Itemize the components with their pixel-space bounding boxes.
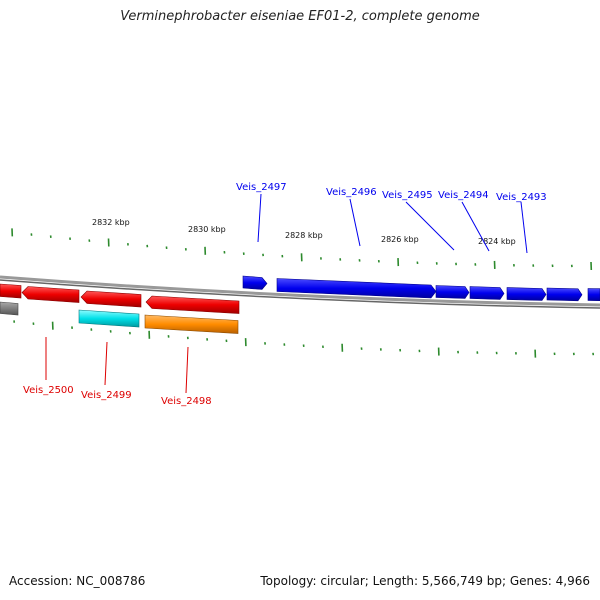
gene-label[interactable]: Veis_2493: [496, 192, 547, 203]
gene-label[interactable]: Veis_2499: [81, 390, 132, 401]
gene-arrow[interactable]: [80, 290, 142, 308]
tick-label: 2824 kbp: [478, 237, 516, 246]
forward-strand-genes: [242, 275, 600, 302]
reverse-gene-labels: Veis_2500 Veis_2499 Veis_2498: [23, 337, 212, 407]
gene-label[interactable]: Veis_2495: [382, 190, 433, 201]
gene-arrow[interactable]: [469, 286, 505, 300]
topology-text: Topology: circular; Length: 5,566,749 bp…: [260, 574, 590, 588]
accession-text: Accession: NC_008786: [9, 574, 146, 588]
reverse-strand-genes: [0, 283, 240, 314]
genome-backbone: [0, 275, 600, 309]
inner-tick-row: [13, 320, 595, 358]
gene-label[interactable]: Veis_2496: [326, 187, 377, 198]
gene-arrow[interactable]: [276, 278, 437, 299]
tick-label: 2832 kbp: [92, 218, 130, 227]
reverse-strand-row-2: [0, 301, 239, 334]
tick-label: 2826 kbp: [381, 235, 419, 244]
gene-arrow[interactable]: [145, 295, 240, 314]
gene-arrow[interactable]: [506, 287, 547, 301]
tick-label: 2828 kbp: [285, 231, 323, 240]
gene-label[interactable]: Veis_2500: [23, 385, 74, 396]
gene-arrow[interactable]: [587, 288, 600, 302]
gene-block[interactable]: [78, 309, 140, 328]
gene-arrow[interactable]: [435, 285, 470, 299]
outer-tick-row: [11, 228, 593, 271]
gene-label[interactable]: Veis_2497: [236, 182, 287, 193]
gene-arrow[interactable]: [0, 283, 22, 299]
gene-arrow[interactable]: [242, 275, 268, 290]
tick-label: 2830 kbp: [188, 225, 226, 234]
gene-label[interactable]: Veis_2494: [438, 190, 489, 201]
gene-block[interactable]: [0, 301, 19, 316]
gene-block[interactable]: [144, 314, 239, 334]
gene-arrow[interactable]: [21, 286, 80, 303]
page-title: Verminephrobacter eiseniae EF01-2, compl…: [120, 9, 480, 24]
forward-gene-labels: Veis_2497 Veis_2496 Veis_2495 Veis_2494 …: [236, 182, 547, 254]
gene-arrow[interactable]: [546, 287, 583, 302]
gene-label[interactable]: Veis_2498: [161, 396, 212, 407]
scale-labels: 2832 kbp 2830 kbp 2828 kbp 2826 kbp 2824…: [92, 218, 516, 246]
